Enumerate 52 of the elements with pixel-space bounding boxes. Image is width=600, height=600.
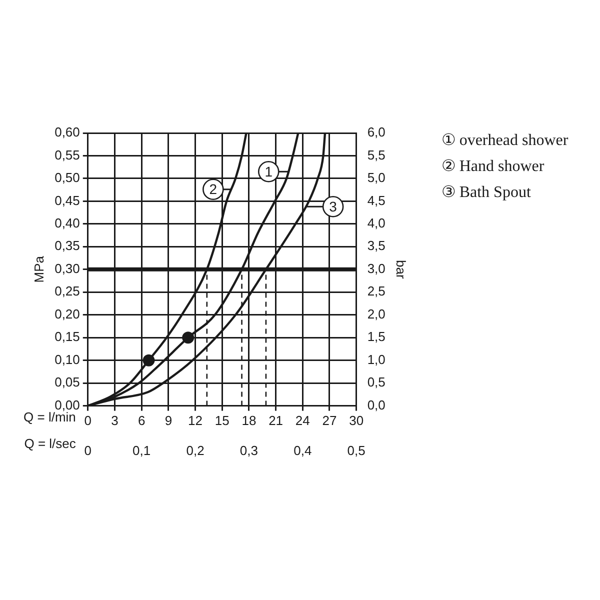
y2-tick-label: 4,0 (367, 216, 386, 231)
text: ① overhead shower (441, 132, 569, 150)
x2-axis-title: Q = l/sec (24, 436, 76, 451)
y2-tick-label: 5,0 (367, 170, 386, 186)
y2-tick-label: 5,5 (367, 147, 386, 162)
annotation: 2 (209, 181, 218, 198)
x-tick-label: 3 (111, 413, 118, 428)
y2-tick-label: 1,5 (367, 329, 386, 344)
y2-tick-label: 1,0 (367, 352, 386, 367)
y2-tick-label: 3,0 (367, 260, 386, 276)
y-tick-label: 0,30 (54, 260, 80, 276)
y-tick-label: 0,60 (54, 124, 80, 140)
y-tick-label: 0,35 (54, 238, 80, 254)
y-tick-label: 0,10 (54, 352, 80, 367)
y2-tick-label: 3,5 (367, 238, 386, 254)
x2-tick-label: 0 (84, 442, 92, 458)
y-tick-label: 0,50 (54, 170, 80, 186)
y-tick-label: 0,40 (54, 216, 80, 231)
x2-tick-label: 0,2 (186, 442, 204, 458)
y-tick-label: 0,25 (54, 284, 80, 299)
x-tick-label: 12 (188, 413, 203, 428)
x-tick-label: 27 (322, 413, 337, 428)
y-axis-title: MPa (31, 255, 46, 283)
y2-tick-label: 2,0 (367, 306, 386, 322)
x-tick-label: 24 (295, 413, 310, 428)
x-tick-label: 6 (138, 413, 146, 428)
y2-tick-label: 6,0 (367, 124, 386, 140)
y-tick-label: 0,20 (54, 306, 80, 322)
x2-tick-label: 0,3 (240, 442, 258, 458)
x-tick-label: 9 (164, 413, 172, 428)
x-tick-label: 30 (349, 413, 364, 428)
annotation: 1 (264, 164, 273, 180)
y2-tick-label: 4,5 (367, 192, 386, 208)
text: ③ Bath Spout (441, 184, 532, 202)
y2-tick-label: 2,5 (367, 284, 386, 299)
x-tick-label: 18 (242, 413, 256, 428)
y-tick-label: 0,00 (54, 397, 80, 412)
y2-tick-label: 0,5 (367, 374, 386, 390)
y2-tick-label: 0,0 (367, 397, 386, 412)
x2-tick-label: 0,5 (347, 442, 366, 458)
x-tick-label: 15 (214, 413, 230, 428)
y2-axis-title: bar (394, 260, 409, 280)
x-tick-label: 21 (268, 413, 284, 428)
y-tick-label: 0,55 (54, 147, 80, 162)
annotation: 3 (329, 198, 338, 215)
y-tick-label: 0,05 (54, 374, 80, 390)
y-tick-label: 0,45 (54, 192, 80, 208)
x2-tick-label: 0,4 (294, 442, 312, 458)
y-tick-label: 0,15 (54, 329, 80, 344)
x2-tick-label: 0,1 (132, 442, 151, 458)
x-tick-label: 0 (84, 413, 92, 428)
text: ② Hand shower (441, 158, 545, 176)
